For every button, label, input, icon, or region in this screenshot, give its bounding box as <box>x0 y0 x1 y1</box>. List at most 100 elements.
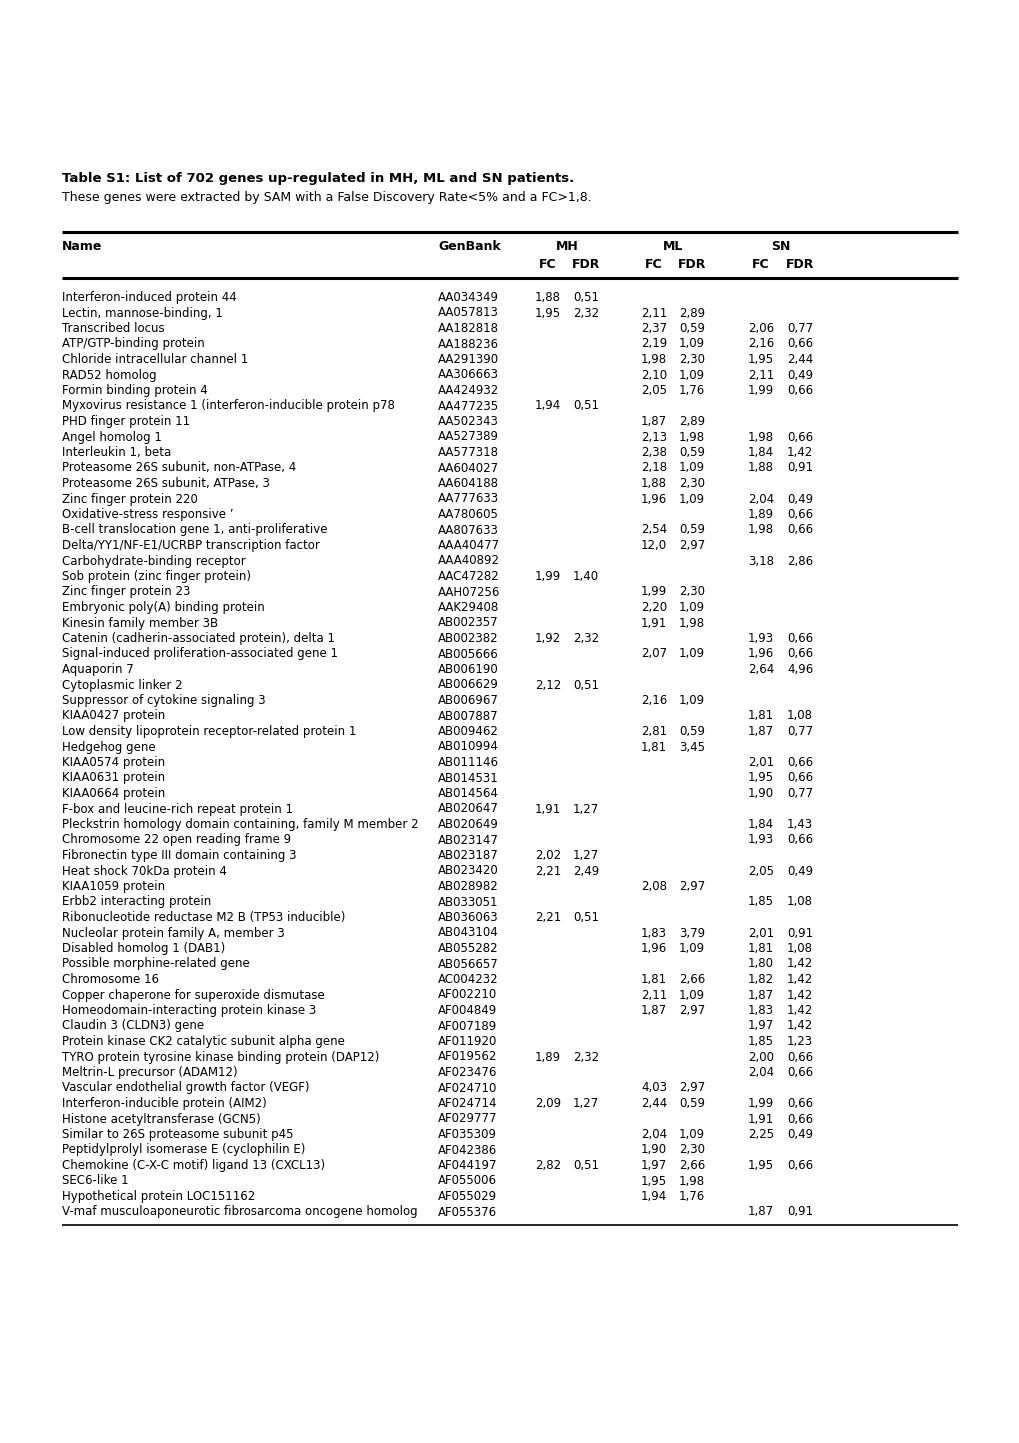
Text: 1,91: 1,91 <box>534 802 560 815</box>
Text: AB005666: AB005666 <box>437 648 498 661</box>
Text: 1,99: 1,99 <box>640 586 666 599</box>
Text: 2,05: 2,05 <box>640 384 666 397</box>
Text: Myxovirus resistance 1 (interferon-inducible protein p78: Myxovirus resistance 1 (interferon-induc… <box>62 400 394 413</box>
Text: 1,81: 1,81 <box>747 942 773 955</box>
Text: Chemokine (C-X-C motif) ligand 13 (CXCL13): Chemokine (C-X-C motif) ligand 13 (CXCL1… <box>62 1159 325 1172</box>
Text: 0,66: 0,66 <box>787 632 812 645</box>
Text: 1,90: 1,90 <box>640 1143 666 1156</box>
Text: Name: Name <box>62 240 102 253</box>
Text: SN: SN <box>770 240 790 253</box>
Text: 0,51: 0,51 <box>573 678 598 691</box>
Text: AF023476: AF023476 <box>437 1066 497 1079</box>
Text: Claudin 3 (CLDN3) gene: Claudin 3 (CLDN3) gene <box>62 1020 204 1033</box>
Text: 0,59: 0,59 <box>679 724 704 737</box>
Text: KIAA0631 protein: KIAA0631 protein <box>62 772 165 785</box>
Text: 0,66: 0,66 <box>787 1051 812 1063</box>
Text: 2,44: 2,44 <box>640 1097 666 1110</box>
Text: 0,66: 0,66 <box>787 524 812 537</box>
Text: AB023420: AB023420 <box>437 864 498 877</box>
Text: 0,66: 0,66 <box>787 338 812 351</box>
Text: Kinesin family member 3B: Kinesin family member 3B <box>62 616 218 629</box>
Text: AA034349: AA034349 <box>437 291 498 304</box>
Text: 2,11: 2,11 <box>640 988 666 1001</box>
Text: Oxidative-stress responsive ’: Oxidative-stress responsive ’ <box>62 508 233 521</box>
Text: FC: FC <box>645 258 662 271</box>
Text: 3,79: 3,79 <box>679 926 704 939</box>
Text: GenBank: GenBank <box>437 240 500 253</box>
Text: 1,95: 1,95 <box>747 1159 773 1172</box>
Text: AA780605: AA780605 <box>437 508 498 521</box>
Text: 0,91: 0,91 <box>787 462 812 475</box>
Text: 1,42: 1,42 <box>786 1020 812 1033</box>
Text: FDR: FDR <box>572 258 599 271</box>
Text: AB028982: AB028982 <box>437 880 498 893</box>
Text: PHD finger protein 11: PHD finger protein 11 <box>62 416 190 429</box>
Text: Suppressor of cytokine signaling 3: Suppressor of cytokine signaling 3 <box>62 694 265 707</box>
Text: 1,98: 1,98 <box>747 524 773 537</box>
Text: 2,82: 2,82 <box>534 1159 560 1172</box>
Text: 1,09: 1,09 <box>679 1128 704 1141</box>
Text: 1,27: 1,27 <box>573 802 598 815</box>
Text: 1,42: 1,42 <box>786 988 812 1001</box>
Text: AF029777: AF029777 <box>437 1113 497 1126</box>
Text: 2,32: 2,32 <box>573 306 598 319</box>
Text: Proteasome 26S subunit, non-ATPase, 4: Proteasome 26S subunit, non-ATPase, 4 <box>62 462 296 475</box>
Text: 2,11: 2,11 <box>747 368 773 381</box>
Text: 1,09: 1,09 <box>679 988 704 1001</box>
Text: 1,94: 1,94 <box>534 400 560 413</box>
Text: AA477235: AA477235 <box>437 400 498 413</box>
Text: 1,88: 1,88 <box>535 291 560 304</box>
Text: AA188236: AA188236 <box>437 338 498 351</box>
Text: AA604188: AA604188 <box>437 478 498 491</box>
Text: AF035309: AF035309 <box>437 1128 496 1141</box>
Text: 0,51: 0,51 <box>573 291 598 304</box>
Text: 2,04: 2,04 <box>747 492 773 505</box>
Text: AF055006: AF055006 <box>437 1175 496 1188</box>
Text: Protein kinase CK2 catalytic subunit alpha gene: Protein kinase CK2 catalytic subunit alp… <box>62 1035 344 1048</box>
Text: 1,87: 1,87 <box>747 724 773 737</box>
Text: 0,59: 0,59 <box>679 446 704 459</box>
Text: 2,30: 2,30 <box>679 586 704 599</box>
Text: 1,09: 1,09 <box>679 600 704 615</box>
Text: 2,16: 2,16 <box>640 694 666 707</box>
Text: 2,38: 2,38 <box>640 446 666 459</box>
Text: Signal-induced proliferation-associated gene 1: Signal-induced proliferation-associated … <box>62 648 337 661</box>
Text: 2,10: 2,10 <box>640 368 666 381</box>
Text: 2,13: 2,13 <box>640 430 666 443</box>
Text: 1,95: 1,95 <box>747 354 773 367</box>
Text: 2,21: 2,21 <box>534 864 560 877</box>
Text: 2,89: 2,89 <box>679 306 704 319</box>
Text: 1,87: 1,87 <box>640 416 666 429</box>
Text: 2,81: 2,81 <box>640 724 666 737</box>
Text: 1,80: 1,80 <box>747 958 773 971</box>
Text: 12,0: 12,0 <box>640 540 666 553</box>
Text: 2,04: 2,04 <box>640 1128 666 1141</box>
Text: FC: FC <box>751 258 769 271</box>
Text: 0,66: 0,66 <box>787 384 812 397</box>
Text: Peptidylprolyl isomerase E (cyclophilin E): Peptidylprolyl isomerase E (cyclophilin … <box>62 1143 305 1156</box>
Text: 1,99: 1,99 <box>534 570 560 583</box>
Text: 1,82: 1,82 <box>747 973 773 986</box>
Text: AF019562: AF019562 <box>437 1051 497 1063</box>
Text: KIAA0664 protein: KIAA0664 protein <box>62 786 165 799</box>
Text: 2,09: 2,09 <box>534 1097 560 1110</box>
Text: 1,84: 1,84 <box>747 446 773 459</box>
Text: Proteasome 26S subunit, ATPase, 3: Proteasome 26S subunit, ATPase, 3 <box>62 478 270 491</box>
Text: 2,49: 2,49 <box>573 864 598 877</box>
Text: Chromosome 22 open reading frame 9: Chromosome 22 open reading frame 9 <box>62 834 290 847</box>
Text: 1,98: 1,98 <box>747 430 773 443</box>
Text: 0,77: 0,77 <box>787 724 812 737</box>
Text: 1,95: 1,95 <box>640 1175 666 1188</box>
Text: 0,59: 0,59 <box>679 322 704 335</box>
Text: AA291390: AA291390 <box>437 354 498 367</box>
Text: AB006190: AB006190 <box>437 662 498 675</box>
Text: 1,27: 1,27 <box>573 1097 598 1110</box>
Text: TYRO protein tyrosine kinase binding protein (DAP12): TYRO protein tyrosine kinase binding pro… <box>62 1051 379 1063</box>
Text: AB002382: AB002382 <box>437 632 498 645</box>
Text: Interferon-induced protein 44: Interferon-induced protein 44 <box>62 291 236 304</box>
Text: 2,20: 2,20 <box>640 600 666 615</box>
Text: 1,40: 1,40 <box>573 570 598 583</box>
Text: 2,32: 2,32 <box>573 632 598 645</box>
Text: 2,30: 2,30 <box>679 1143 704 1156</box>
Text: 0,59: 0,59 <box>679 524 704 537</box>
